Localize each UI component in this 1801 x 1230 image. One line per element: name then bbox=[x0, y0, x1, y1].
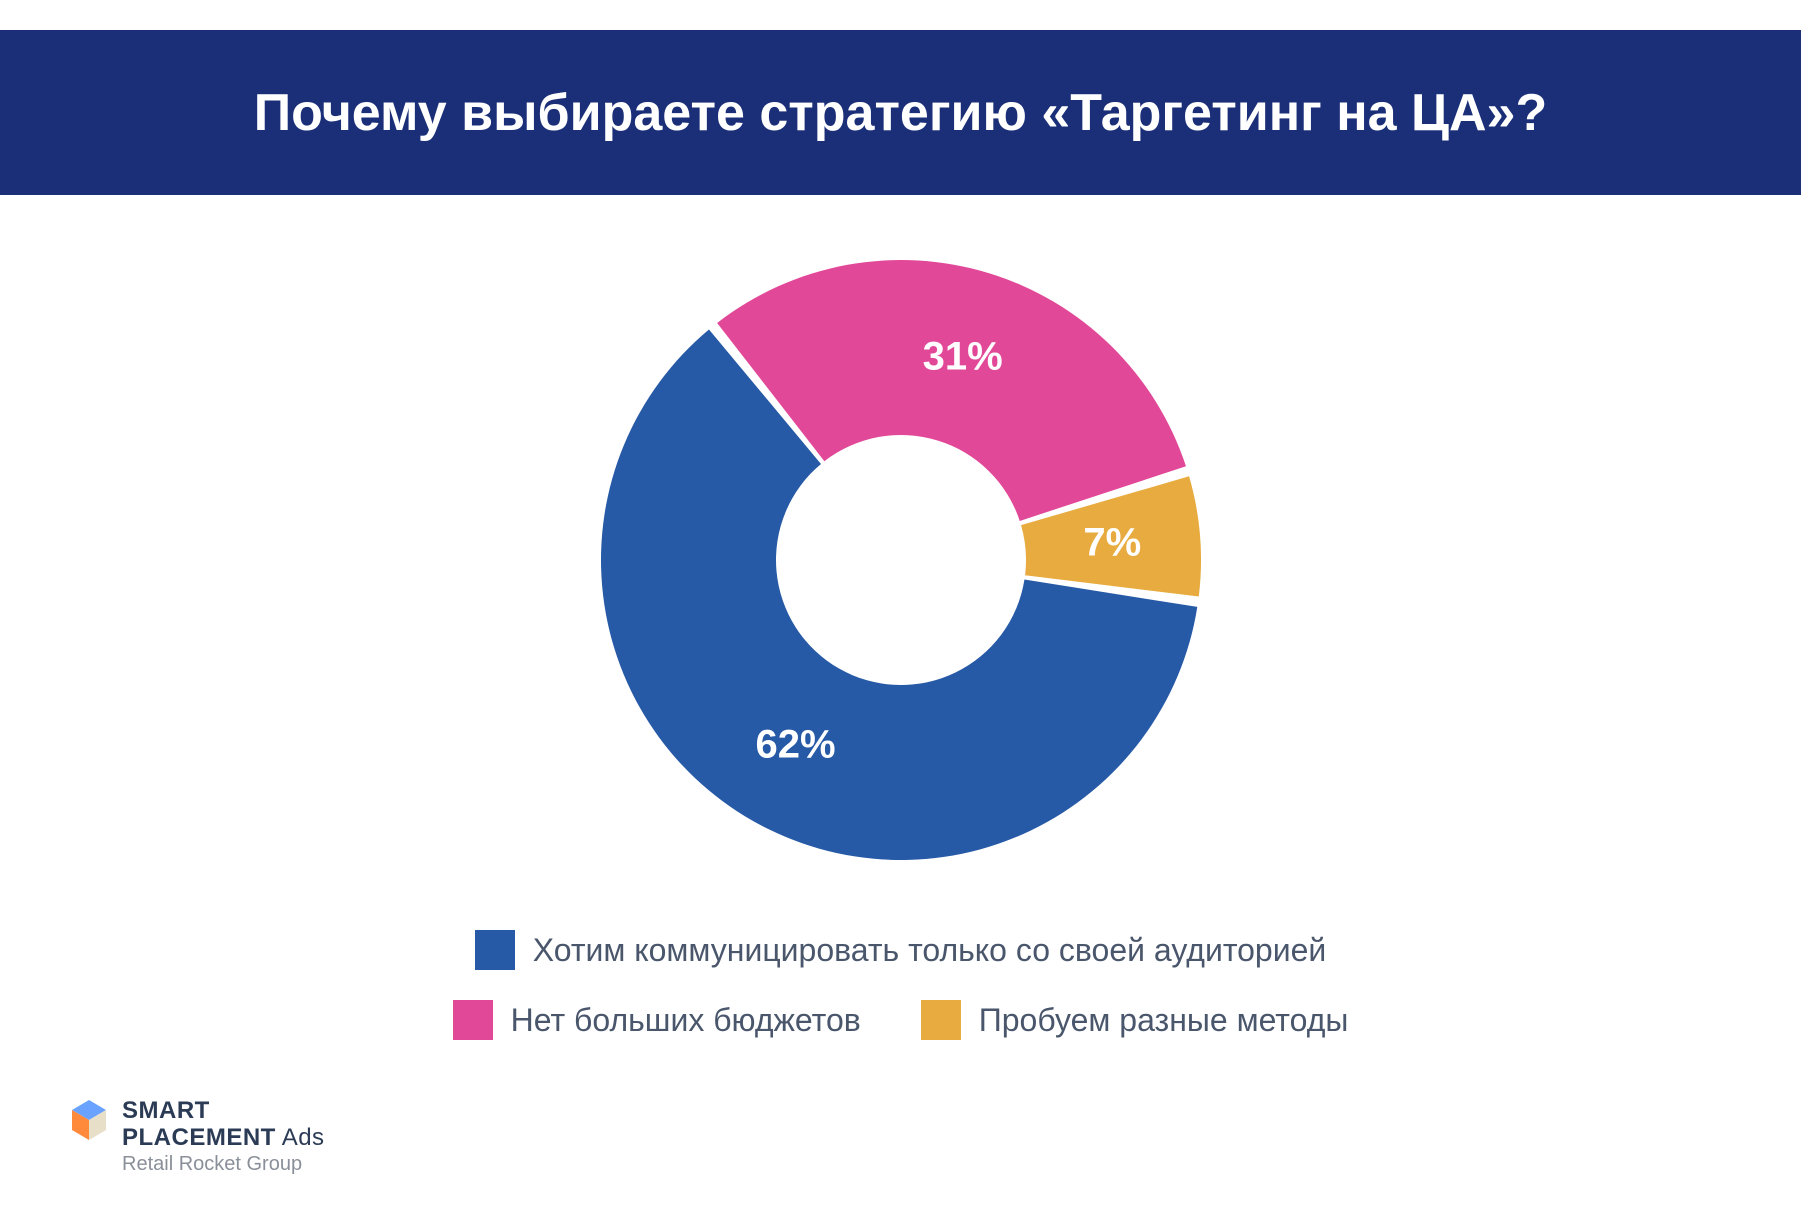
legend-swatch-0 bbox=[475, 930, 515, 970]
logo-line-2: Retail Rocket Group bbox=[122, 1153, 325, 1175]
chart-area: 62% 31% 7% bbox=[0, 250, 1801, 870]
logo-line-1: SMART PLACEMENT Ads bbox=[122, 1098, 325, 1151]
legend-item-0: Хотим коммуницировать только со своей ау… bbox=[475, 930, 1327, 970]
legend-item-1: Нет больших бюджетов bbox=[453, 1000, 861, 1040]
header-bar: Почему выбираете стратегию «Таргетинг на… bbox=[0, 30, 1801, 195]
legend-label-1: Нет больших бюджетов bbox=[511, 1002, 861, 1039]
page-root: Почему выбираете стратегию «Таргетинг на… bbox=[0, 30, 1801, 1230]
footer-logo: SMART PLACEMENT Ads Retail Rocket Group bbox=[70, 1098, 325, 1175]
legend-label-0: Хотим коммуницировать только со своей ау… bbox=[533, 932, 1327, 969]
legend-swatch-1 bbox=[453, 1000, 493, 1040]
slice-label-2: 7% bbox=[1083, 520, 1141, 565]
legend-swatch-2 bbox=[921, 1000, 961, 1040]
logo-word-smart: SMART bbox=[122, 1097, 210, 1124]
legend: Хотим коммуницировать только со своей ау… bbox=[321, 930, 1481, 1040]
page-title: Почему выбираете стратегию «Таргетинг на… bbox=[254, 83, 1547, 143]
cube-icon bbox=[70, 1098, 108, 1142]
logo-word-ads: Ads bbox=[276, 1124, 325, 1151]
legend-item-2: Пробуем разные методы bbox=[921, 1000, 1349, 1040]
logo-word-placement: PLACEMENT bbox=[122, 1124, 276, 1151]
donut-chart: 62% 31% 7% bbox=[591, 250, 1211, 870]
logo-text: SMART PLACEMENT Ads Retail Rocket Group bbox=[122, 1098, 325, 1175]
slice-label-1: 31% bbox=[923, 334, 1003, 379]
legend-label-2: Пробуем разные методы bbox=[979, 1002, 1349, 1039]
slice-label-0: 62% bbox=[756, 722, 836, 767]
